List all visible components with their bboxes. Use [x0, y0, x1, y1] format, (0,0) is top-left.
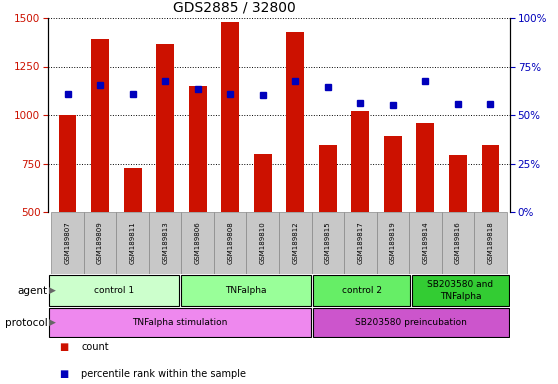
Bar: [254, 154, 272, 212]
Bar: [84, 212, 116, 274]
Bar: [312, 275, 410, 306]
Text: GSM189816: GSM189816: [455, 222, 461, 264]
Bar: [59, 115, 76, 212]
Text: GSM189815: GSM189815: [325, 222, 331, 264]
Text: GDS2885 / 32800: GDS2885 / 32800: [173, 0, 296, 14]
Text: SB203580 and
TNFalpha: SB203580 and TNFalpha: [427, 280, 494, 301]
Bar: [449, 155, 467, 212]
Bar: [416, 123, 434, 212]
Bar: [49, 275, 179, 306]
Bar: [214, 212, 247, 274]
Bar: [116, 212, 149, 274]
Bar: [409, 212, 442, 274]
Text: control 2: control 2: [341, 286, 382, 295]
Text: TNFalpha: TNFalpha: [225, 286, 267, 295]
Bar: [49, 308, 311, 337]
Text: GSM189813: GSM189813: [162, 222, 168, 264]
Bar: [482, 145, 499, 212]
Text: GSM189807: GSM189807: [65, 222, 70, 264]
Bar: [156, 44, 174, 212]
Text: ▶: ▶: [49, 286, 56, 295]
Bar: [124, 168, 142, 212]
Text: percentile rank within the sample: percentile rank within the sample: [81, 369, 247, 379]
Text: GSM189812: GSM189812: [292, 222, 299, 264]
Bar: [442, 212, 474, 274]
Text: SB203580 preincubation: SB203580 preincubation: [355, 318, 467, 327]
Text: control 1: control 1: [94, 286, 134, 295]
Text: ■: ■: [59, 369, 69, 379]
Text: ▶: ▶: [49, 318, 56, 327]
Bar: [91, 39, 109, 212]
Text: count: count: [81, 342, 109, 352]
Bar: [474, 212, 507, 274]
Text: protocol: protocol: [4, 318, 47, 328]
Bar: [181, 212, 214, 274]
Text: GSM189811: GSM189811: [129, 222, 136, 264]
Text: GSM189810: GSM189810: [259, 222, 266, 264]
Bar: [189, 86, 206, 212]
Bar: [181, 275, 311, 306]
Bar: [51, 212, 84, 274]
Bar: [377, 212, 409, 274]
Bar: [319, 145, 336, 212]
Bar: [286, 31, 304, 212]
Text: TNFalpha stimulation: TNFalpha stimulation: [132, 318, 228, 327]
Text: GSM189806: GSM189806: [195, 222, 201, 264]
Text: GSM189817: GSM189817: [357, 222, 363, 264]
Bar: [149, 212, 181, 274]
Bar: [412, 275, 509, 306]
Bar: [311, 212, 344, 274]
Text: ■: ■: [59, 342, 69, 352]
Bar: [384, 136, 402, 212]
Bar: [247, 212, 279, 274]
Text: GSM189819: GSM189819: [390, 222, 396, 264]
Bar: [352, 111, 369, 212]
Text: GSM189818: GSM189818: [488, 222, 493, 264]
Text: agent: agent: [17, 285, 47, 296]
Bar: [222, 22, 239, 212]
Text: GSM189814: GSM189814: [422, 222, 429, 264]
Text: GSM189809: GSM189809: [97, 222, 103, 264]
Text: GSM189808: GSM189808: [227, 222, 233, 264]
Bar: [279, 212, 311, 274]
Bar: [312, 308, 509, 337]
Bar: [344, 212, 377, 274]
